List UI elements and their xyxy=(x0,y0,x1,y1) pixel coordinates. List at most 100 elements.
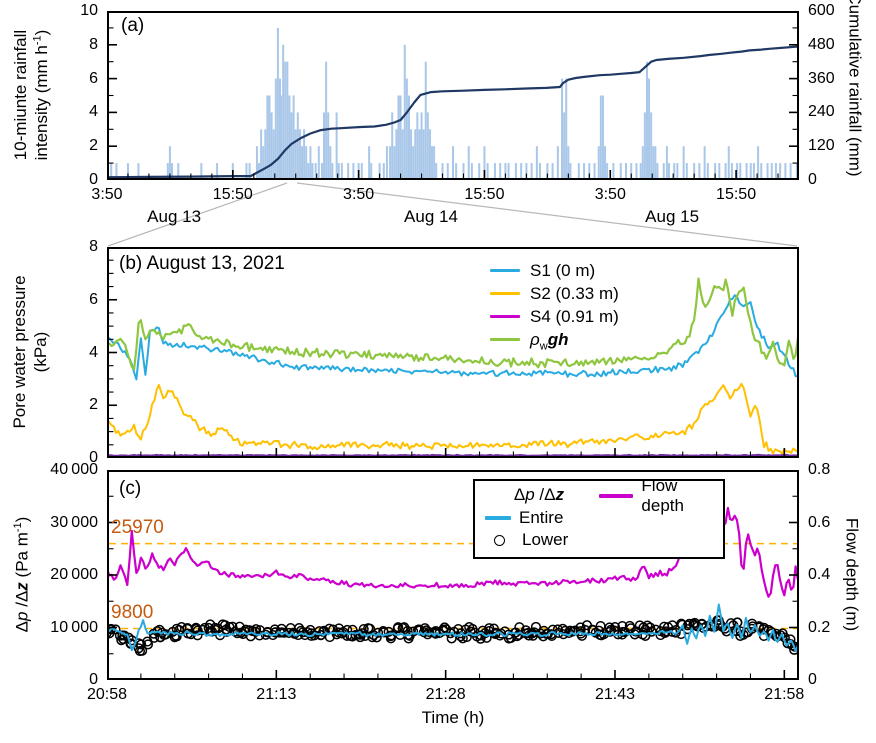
axis-title-pore-pressure: Pore water pressure (kPa) xyxy=(10,275,50,429)
rainfall-bar xyxy=(760,163,763,180)
y-left-tick-label: 2 xyxy=(89,137,98,155)
series-s1-(0-m) xyxy=(107,294,799,381)
annotation-9800: 9800 xyxy=(111,601,154,623)
rainfall-bar xyxy=(177,163,180,180)
s4-line-swatch xyxy=(490,314,520,319)
rainfall-bar xyxy=(567,146,570,180)
panel-b-pore-pressure-chart: (b) August 13, 2021 S1 (0 m) S2 (0.33 m)… xyxy=(89,239,799,466)
rainfall-bar xyxy=(296,112,299,180)
panel-b-svg xyxy=(107,247,799,458)
rainfall-bar xyxy=(368,146,371,180)
rainfall-bar xyxy=(320,163,323,180)
rainfall-bar xyxy=(395,129,398,180)
rainfall-bar xyxy=(286,61,289,180)
plot-border xyxy=(107,11,799,180)
lower-data-point xyxy=(137,645,148,656)
rainfall-bar xyxy=(577,163,580,180)
axis-title-flow-depth: Flow depth (m) xyxy=(842,517,862,632)
legend-label-rho-gh: ρwgh xyxy=(530,329,569,352)
rainfall-bar xyxy=(770,163,773,180)
legend-item-lower: Lower xyxy=(485,529,593,551)
rainfall-bar xyxy=(426,112,429,180)
rainfall-bar xyxy=(317,146,320,180)
y-right-tick-label: 120 xyxy=(808,137,835,155)
x-tick-label: 21:13 xyxy=(256,686,297,703)
rainfall-bar xyxy=(525,163,528,180)
rainfall-bars xyxy=(110,27,798,180)
rainfall-bar xyxy=(648,78,651,180)
rainfall-bar xyxy=(352,163,355,180)
rainfall-bar xyxy=(593,163,596,180)
rainfall-bar xyxy=(168,146,171,180)
x-tick-label: 20:58 xyxy=(86,686,128,703)
axis-title-rainfall-intensity: 10-miunte rainfall intensity (mm h-1) xyxy=(11,29,51,161)
lower-circle-swatch xyxy=(494,534,505,546)
rainfall-bar xyxy=(665,146,668,180)
rainfall-bar xyxy=(433,146,436,180)
rainfall-bar xyxy=(597,146,600,180)
rainfall-bar xyxy=(625,163,627,180)
rainfall-bar xyxy=(507,163,510,180)
panel-c-svg xyxy=(107,470,799,680)
x-tick-label: 3:50 xyxy=(91,186,123,203)
rainfall-bar xyxy=(393,146,396,180)
lower-data-point xyxy=(624,620,635,631)
rainfall-bar xyxy=(561,78,564,180)
lower-data-point xyxy=(385,631,396,642)
lower-data-point xyxy=(423,626,435,637)
rainfall-bar xyxy=(604,146,607,180)
rainfall-bar xyxy=(327,112,330,180)
rainfall-bar xyxy=(499,163,502,180)
rainfall-bar xyxy=(645,61,648,180)
rainfall-bar xyxy=(565,78,568,180)
lower-data-point xyxy=(575,626,586,637)
x-tick-label: 3:50 xyxy=(343,186,375,203)
x-axis-title-time: Time (h) xyxy=(421,708,485,727)
rainfall-bar xyxy=(126,163,129,180)
y-left-tick-label: 6 xyxy=(89,69,98,87)
rainfall-bar xyxy=(424,61,427,180)
rainfall-bar xyxy=(470,163,473,180)
rainfall-bar xyxy=(323,112,326,180)
y-right-tick-label: 0 xyxy=(808,671,817,688)
y-left-tick-label: 8 xyxy=(89,35,98,53)
rainfall-bar xyxy=(654,146,657,180)
panel-a-letter: (a) xyxy=(121,15,145,36)
rainfall-bar xyxy=(378,163,381,180)
rainfall-bar xyxy=(703,146,706,180)
rainfall-bar xyxy=(693,163,696,180)
rainfall-bar xyxy=(486,163,489,180)
rainfall-bar xyxy=(325,61,328,180)
lower-data-point xyxy=(794,641,799,652)
y-left-tick-label: 2 xyxy=(89,396,98,414)
rainfall-bar xyxy=(280,95,283,180)
rainfall-bar xyxy=(248,163,251,180)
rainfall-bar xyxy=(294,129,297,180)
x-tick-label: 3:50 xyxy=(594,186,626,203)
rainfall-bar xyxy=(422,129,425,180)
rainfall-bar xyxy=(441,163,444,180)
lower-data-point xyxy=(547,624,558,635)
y-left-tick-label: 0 xyxy=(89,671,98,688)
legend-label-entire: Entire xyxy=(519,508,564,527)
lower-data-point xyxy=(785,634,796,645)
rainfall-bar xyxy=(685,163,688,180)
lower-data-point xyxy=(576,630,588,641)
rainfall-bar xyxy=(337,163,340,180)
annotation-25970: 25970 xyxy=(111,516,164,538)
rainfall-bar xyxy=(730,163,733,180)
rainfall-bar xyxy=(727,146,730,180)
panel-b-letter: (b) August 13, 2021 xyxy=(119,253,285,274)
rainfall-bar xyxy=(431,146,434,180)
rainfall-bar xyxy=(478,163,481,180)
rainfall-bar xyxy=(403,44,406,180)
legend-item-s4: S4 (0.91 m) xyxy=(490,305,619,328)
rainfall-bar xyxy=(452,146,454,180)
rainfall-bar xyxy=(706,163,709,180)
legend-item-flow-depth: Flow depth xyxy=(598,476,717,515)
rainfall-bar xyxy=(563,112,566,180)
rainfall-bar xyxy=(264,129,267,180)
lower-data-point xyxy=(176,622,187,633)
s2-line-swatch xyxy=(490,291,520,296)
